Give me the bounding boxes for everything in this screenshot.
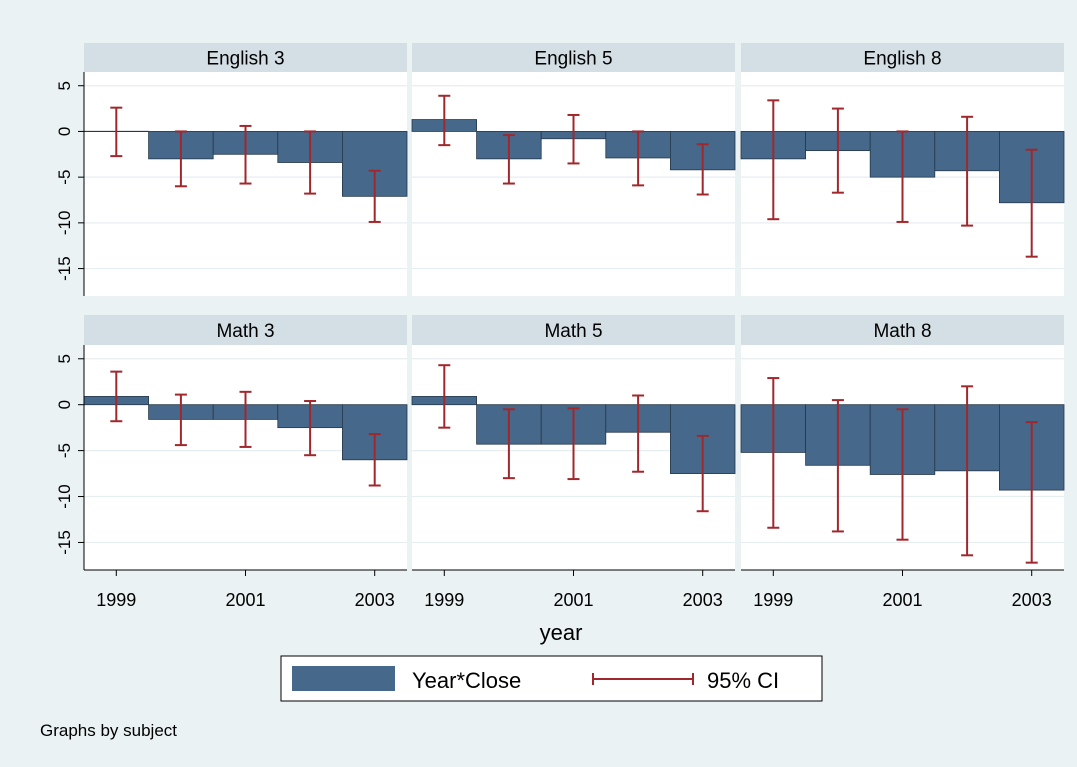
ci-errorbar xyxy=(368,433,381,487)
ci-errorbar xyxy=(1025,421,1038,564)
ci-errorbar xyxy=(896,408,909,541)
ci-errorbar xyxy=(896,130,909,223)
ci-errorbar xyxy=(1025,148,1038,258)
y-tick-label: 5 xyxy=(55,81,74,90)
ci-errorbar xyxy=(304,130,317,195)
ci-errorbar xyxy=(567,113,580,165)
x-tick-label: 2001 xyxy=(553,590,593,610)
x-axis-title: year xyxy=(540,620,583,645)
ci-errorbar xyxy=(961,385,974,557)
graph-note: Graphs by subject xyxy=(40,721,177,740)
panel-strip xyxy=(741,43,1064,72)
panel-strip xyxy=(84,315,407,345)
panel-title: Math 5 xyxy=(544,321,602,342)
panel-math-8: Math 8 1999 2001 2003 xyxy=(740,315,1065,610)
ci-errorbar xyxy=(239,124,252,185)
ci-errorbar xyxy=(502,408,515,480)
ci-errorbar xyxy=(174,130,187,188)
ci-errorbar xyxy=(767,377,780,529)
panel-english-5: English 5 xyxy=(411,43,736,296)
ci-errorbar xyxy=(767,99,780,221)
panels-layer: English 3 5 0 -5 -10 -15 English 5 English 8 Mat… xyxy=(55,43,1065,610)
y-tick-label: 0 xyxy=(55,400,74,409)
ci-errorbar xyxy=(239,390,252,448)
panel-math-5: Math 5 1999 2001 2003 xyxy=(411,315,736,610)
ci-errorbar xyxy=(368,169,381,223)
panel-title: English 8 xyxy=(863,49,941,70)
ci-errorbar xyxy=(304,400,317,457)
x-tick-label: 2003 xyxy=(683,590,723,610)
ci-errorbar xyxy=(502,134,515,185)
panel-english-3: English 3 5 0 -5 -10 -15 xyxy=(55,43,408,296)
panel-title: English 3 xyxy=(206,49,284,70)
ci-errorbar xyxy=(174,393,187,447)
ci-errorbar xyxy=(961,115,974,227)
ci-errorbar xyxy=(831,107,844,194)
ci-errorbar xyxy=(110,106,123,158)
x-tick-label: 1999 xyxy=(96,590,136,610)
y-tick-label: -5 xyxy=(55,443,74,458)
legend-ci-swatch xyxy=(592,673,694,685)
x-tick-label: 2001 xyxy=(882,590,922,610)
y-tick-label: -15 xyxy=(55,530,74,555)
y-tick-label: -15 xyxy=(55,256,74,281)
y-tick-label: -5 xyxy=(55,170,74,185)
ci-errorbar xyxy=(567,407,580,481)
panel-strip xyxy=(741,315,1064,345)
x-tick-label: 1999 xyxy=(424,590,464,610)
y-tick-label: 0 xyxy=(55,127,74,136)
panel-title: Math 8 xyxy=(873,321,931,342)
x-tick-label: 2001 xyxy=(225,590,265,610)
legend-label-bar: Year*Close xyxy=(412,668,521,693)
x-tick-label: 1999 xyxy=(753,590,793,610)
panel-strip xyxy=(412,315,735,345)
panel-strip xyxy=(412,43,735,72)
y-tick-label: 5 xyxy=(55,354,74,363)
ci-errorbar xyxy=(696,143,709,196)
ci-errorbar xyxy=(831,399,844,533)
panel-title: Math 3 xyxy=(216,321,274,342)
ci-errorbar xyxy=(438,364,451,429)
plot-area xyxy=(412,72,735,296)
ci-errorbar xyxy=(110,370,123,423)
y-tick-label: -10 xyxy=(55,484,74,509)
ci-errorbar xyxy=(696,434,709,513)
legend-label-ci: 95% CI xyxy=(707,668,779,693)
panel-strip xyxy=(84,43,407,72)
x-tick-label: 2003 xyxy=(1012,590,1052,610)
x-tick-label: 2003 xyxy=(355,590,395,610)
legend-bar-swatch xyxy=(292,666,395,691)
legend: Year*Close 95% CI xyxy=(280,655,823,702)
panel-english-8: English 8 xyxy=(740,43,1065,296)
ci-errorbar xyxy=(438,94,451,147)
ci-errorbar xyxy=(632,394,645,473)
panel-math-3: Math 3 5 0 -5 -10 -15 1999 2001 2003 xyxy=(55,315,408,610)
panel-title: English 5 xyxy=(534,49,612,70)
ci-errorbar xyxy=(632,130,645,187)
y-tick-label: -10 xyxy=(55,211,74,236)
